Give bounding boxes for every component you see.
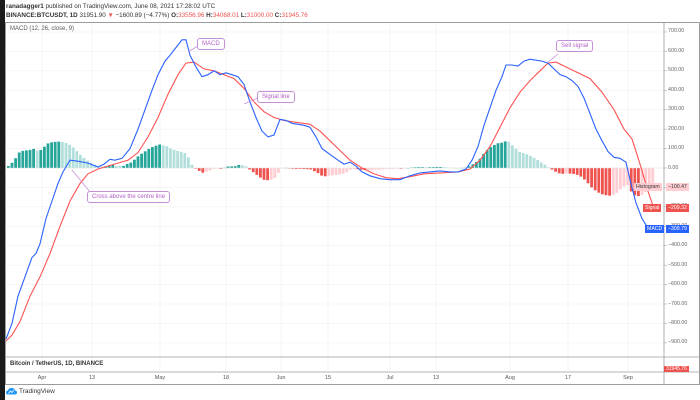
open-value: 33556.96 [178, 12, 205, 19]
y-tick-label: −400.00 [668, 242, 688, 249]
signal-badge-label: Signal [643, 204, 662, 212]
left-edge-strip [0, 0, 5, 400]
annotation-signal-line[interactable]: Signal line [257, 91, 295, 103]
high-value: 34068.01 [212, 12, 240, 19]
change-value: −1600.89 (−4.77%) [115, 12, 170, 19]
y-tick-label: 0.00 [668, 164, 679, 171]
close-value: 31945.76 [281, 12, 308, 19]
y-tick-label: −700.00 [668, 300, 688, 307]
annotation-sell-signal[interactable]: Sell signal [556, 40, 594, 52]
macd-badge-value: −309.79 [666, 225, 689, 233]
y-tick-label: 500.00 [668, 67, 685, 74]
y-tick-label: 100.00 [668, 145, 685, 152]
x-tick-label: Aug [505, 375, 515, 381]
histogram-badge-label: Histogram [634, 183, 662, 191]
publish-header: ranadagger1 published on TradingView.com… [6, 2, 308, 20]
indicator-title[interactable]: MACD (12, 26, close, 9) [10, 26, 75, 32]
y-tick-label: −600.00 [668, 281, 688, 288]
x-tick-label: Apr [37, 375, 47, 381]
close-label: C: [274, 12, 282, 19]
price-pane-label[interactable]: Bitcoin / TetherUS, 1D, BINANCE [10, 361, 104, 367]
x-tick-label: 13 [88, 375, 96, 381]
signal-badge-value: −209.32 [666, 204, 689, 212]
symbol: BINANCE:BTCUSDT, 1D [6, 12, 78, 19]
grid-lines [6, 23, 664, 372]
histogram-badge-value: −100.47 [666, 183, 689, 191]
chart-frame[interactable] [5, 22, 700, 385]
x-tick-label: 15 [324, 375, 332, 381]
author-name[interactable]: ranadagger1 [6, 3, 44, 10]
y-tick-label: 400.00 [668, 86, 685, 93]
y-tick-label: −500.00 [668, 261, 688, 268]
high-label: H: [206, 12, 213, 19]
y-tick-label: −900.00 [668, 339, 688, 346]
signal-line [5, 61, 655, 342]
symbol-ohlc-line: BINANCE:BTCUSDT, 1D 31951.90 ▼ −1600.89 … [6, 11, 308, 20]
y-tick-label: 200.00 [668, 125, 685, 132]
annotation-macd[interactable]: MACD [197, 38, 225, 50]
x-tick-label: Jul [386, 375, 394, 381]
annotation-cross-above-centre[interactable]: Cross above the centre line [87, 191, 171, 203]
publish-line: ranadagger1 published on TradingView.com… [6, 2, 308, 11]
last-price: 31951.90 [79, 12, 106, 19]
tradingview-logo[interactable]: TradingView [6, 388, 55, 395]
cloud-logo-icon [6, 388, 17, 395]
y-tick-label: −800.00 [668, 319, 688, 326]
macd-line [5, 39, 649, 340]
y-tick-label: 300.00 [668, 106, 685, 113]
logo-text: TradingView [19, 388, 55, 395]
macd-badge-label: MACD [645, 225, 665, 233]
price-badge: 31945.76 [664, 366, 689, 372]
low-value: 31000.00 [246, 12, 274, 19]
low-label: L: [240, 12, 247, 19]
histogram-bars [7, 141, 655, 196]
change-down-icon: ▼ [107, 12, 114, 19]
x-tick-label: 13 [432, 375, 440, 381]
x-tick-label: Sep [623, 375, 633, 381]
x-tick-label: 17 [564, 375, 572, 381]
x-tick-label: Jun [276, 375, 286, 381]
open-label: O: [171, 12, 179, 19]
x-tick-label: May [154, 375, 166, 381]
x-tick-label: 18 [222, 375, 230, 381]
published-text: published on TradingView.com, June 08, 2… [45, 3, 216, 10]
y-tick-label: 600.00 [668, 47, 685, 54]
y-tick-label: 700.00 [668, 28, 685, 35]
